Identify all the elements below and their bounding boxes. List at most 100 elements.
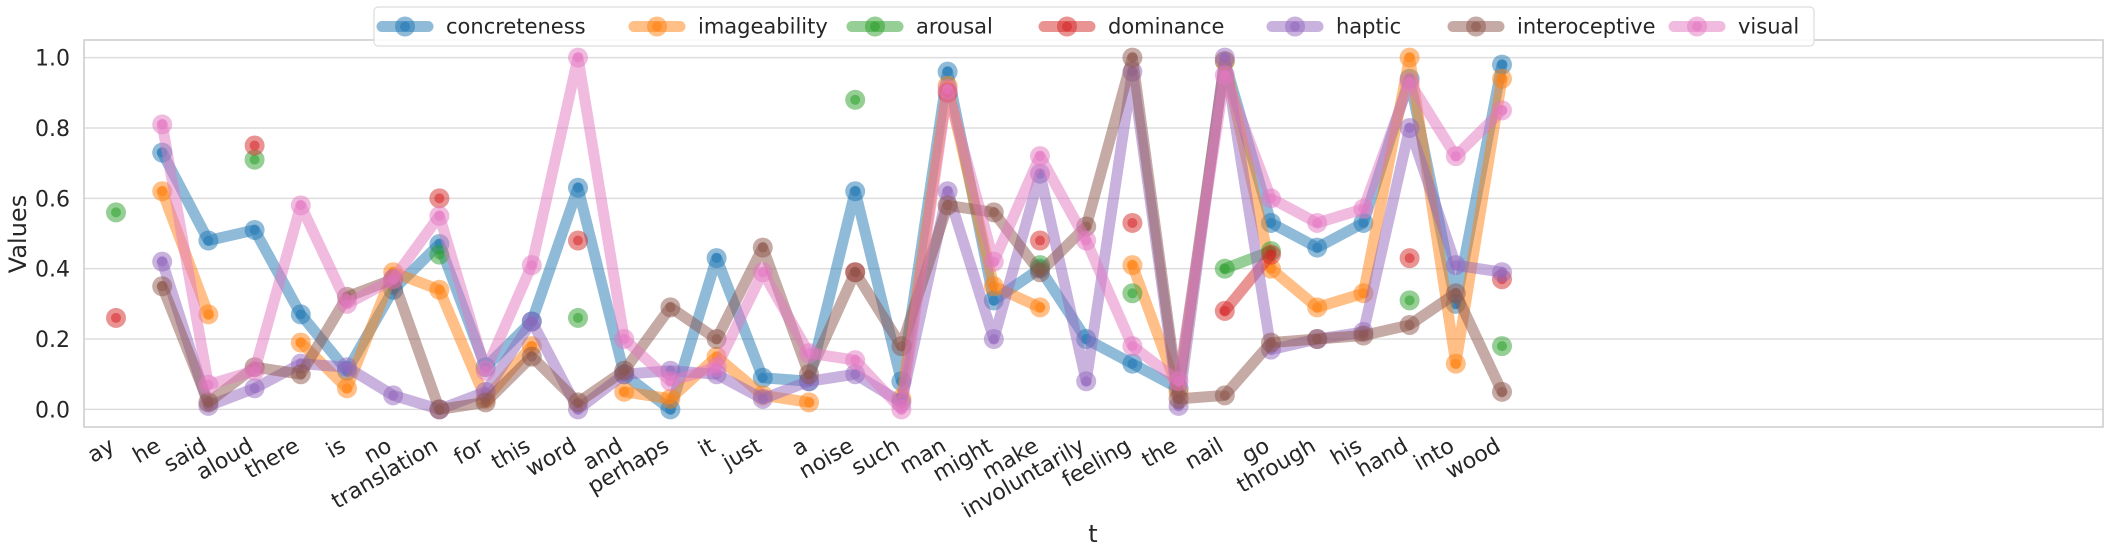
legend-item-arousal: arousal	[846, 15, 993, 39]
data-point	[1492, 381, 1512, 402]
data-point	[290, 304, 311, 325]
data-point	[106, 202, 126, 223]
y-tick-label: 0.8	[35, 117, 70, 142]
x-tick-label: hand	[1352, 434, 1412, 483]
data-point	[1030, 230, 1050, 251]
data-point	[1122, 353, 1143, 374]
data-point	[198, 304, 219, 325]
series-layer	[106, 47, 1512, 420]
data-point	[1214, 300, 1235, 321]
data-point	[568, 392, 588, 413]
data-point	[1307, 329, 1328, 350]
legend-label: dominance	[1108, 15, 1224, 39]
data-point	[429, 188, 450, 209]
data-point	[290, 364, 311, 385]
data-point	[1122, 47, 1143, 68]
data-point	[244, 219, 265, 240]
data-point	[799, 392, 819, 413]
data-point	[521, 346, 542, 367]
y-tick-label: 1.0	[35, 47, 70, 72]
data-point	[1122, 336, 1143, 357]
x-tick-label: just	[718, 433, 766, 475]
data-point	[1214, 258, 1235, 279]
data-point	[429, 279, 450, 300]
x-tick-label: ay	[84, 434, 119, 469]
data-point	[1168, 388, 1189, 409]
legend-marker-core	[652, 21, 662, 32]
legend-label: haptic	[1336, 15, 1401, 39]
data-point	[1076, 371, 1097, 392]
data-point	[1492, 262, 1512, 283]
data-point	[660, 388, 681, 409]
data-point	[660, 371, 681, 392]
data-point	[152, 181, 173, 202]
series-haptic	[152, 47, 1512, 420]
data-point	[799, 343, 819, 364]
legend-item-visual: visual	[1668, 15, 1799, 39]
data-point	[1214, 385, 1235, 406]
data-point	[1445, 353, 1466, 374]
data-point	[1492, 68, 1512, 89]
x-tick-label: word	[522, 434, 581, 483]
data-point	[845, 262, 866, 283]
x-axis-label: t	[1088, 520, 1097, 548]
data-point	[1399, 117, 1420, 138]
data-point	[568, 307, 588, 328]
data-point	[845, 89, 866, 110]
data-point	[1399, 248, 1420, 269]
data-point	[983, 276, 1004, 297]
data-point	[152, 114, 173, 135]
x-tick-label: nail	[1181, 434, 1228, 475]
data-point	[337, 293, 357, 314]
data-point	[1353, 212, 1374, 233]
data-point	[521, 255, 542, 276]
data-point	[1030, 262, 1050, 283]
legend-label: arousal	[916, 15, 993, 39]
data-point	[799, 364, 819, 385]
data-point	[937, 195, 958, 216]
data-point	[1445, 146, 1466, 167]
legend-item-imageability: imageability	[628, 15, 828, 39]
x-tick-label: is	[322, 434, 350, 464]
x-tick-label: for	[450, 433, 490, 470]
data-point	[244, 135, 265, 156]
data-point	[198, 230, 219, 251]
legend-label: imageability	[698, 15, 828, 39]
legend-label: concreteness	[446, 15, 586, 39]
y-tick-label: 0.0	[35, 398, 70, 423]
legend-marker-core	[1692, 21, 1702, 32]
y-tick-label: 0.6	[35, 187, 70, 212]
data-point	[337, 378, 357, 399]
data-point	[1399, 72, 1420, 93]
legend-item-dominance: dominance	[1038, 15, 1224, 39]
data-point	[568, 230, 588, 251]
data-point	[1399, 314, 1420, 335]
x-tick-label: he	[129, 434, 165, 469]
legend-item-interoceptive: interoceptive	[1447, 15, 1656, 39]
data-point	[475, 392, 496, 413]
data-point	[752, 262, 773, 283]
series-visual	[152, 47, 1512, 420]
data-point	[937, 61, 958, 82]
data-point	[1122, 255, 1143, 276]
legend-marker-core	[1062, 21, 1072, 32]
data-point	[614, 381, 635, 402]
data-point	[521, 311, 542, 332]
data-point	[244, 360, 265, 381]
data-point	[429, 399, 450, 420]
data-point	[1307, 297, 1328, 318]
data-point	[1307, 212, 1328, 233]
data-point	[152, 276, 173, 297]
x-tick-label: it	[694, 433, 720, 462]
x-tick-label: wood	[1441, 434, 1505, 485]
data-point	[152, 251, 173, 272]
data-point	[1076, 230, 1097, 251]
data-point	[1353, 325, 1374, 346]
legend-label: visual	[1738, 15, 1799, 39]
data-point	[752, 367, 773, 388]
legend-marker-core	[400, 21, 410, 32]
y-tick-label: 0.4	[35, 258, 70, 283]
data-point	[660, 297, 681, 318]
